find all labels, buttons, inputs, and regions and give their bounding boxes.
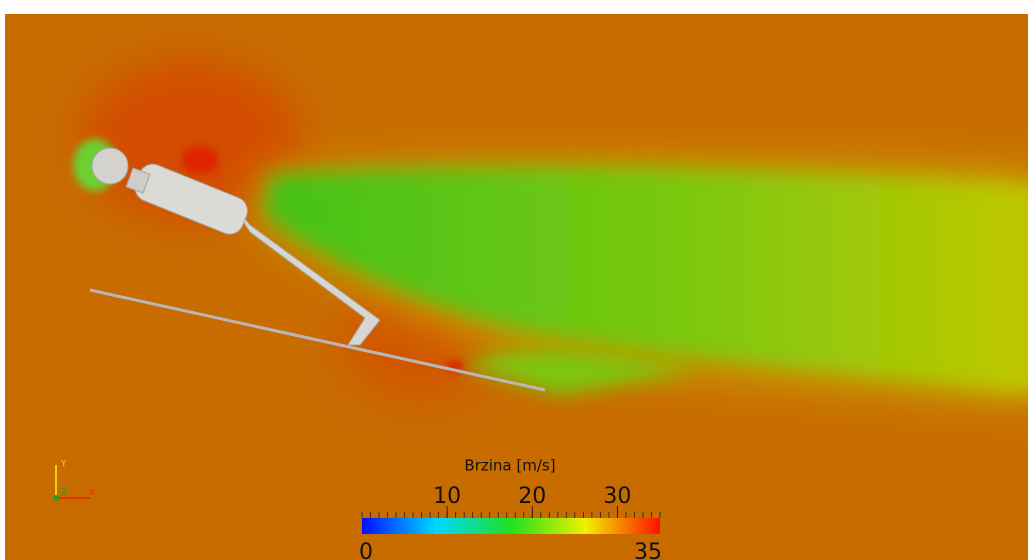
color-legend: Brzina [m/s] 10 20 30 0 35 [359,457,662,560]
range-label: 0 [359,540,373,560]
axis-label: Z [61,488,67,498]
orientation-axes: Y Z X [53,460,95,501]
skier [89,147,546,392]
tick-label: 30 [603,484,631,509]
z-axis-arrow [53,495,59,501]
range-label: 35 [634,540,662,560]
tick-label: 20 [518,484,546,509]
tick-label: 10 [433,484,461,509]
color-scale [362,518,660,534]
axis-label: X [89,489,95,499]
flow-field [5,14,1028,560]
axis-label: Y [60,460,67,470]
legend-title: Brzina [m/s] [464,457,555,475]
